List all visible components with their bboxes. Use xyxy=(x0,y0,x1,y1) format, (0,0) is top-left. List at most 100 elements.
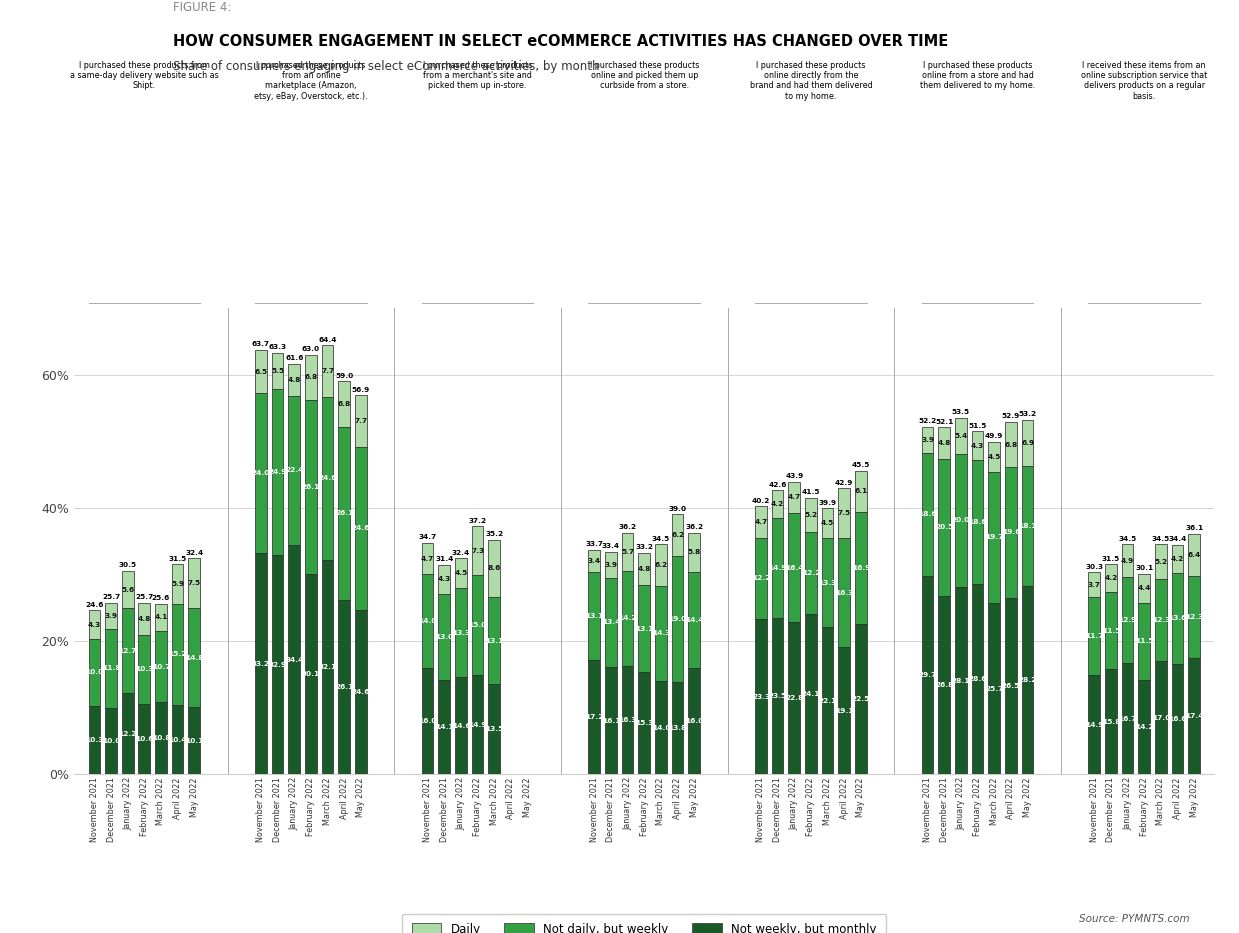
Bar xyxy=(839,538,850,648)
Text: 5.5: 5.5 xyxy=(271,368,284,374)
Bar xyxy=(589,660,600,774)
Text: 22.4: 22.4 xyxy=(285,467,304,474)
Text: 3.7: 3.7 xyxy=(1088,582,1100,588)
Text: 26.8: 26.8 xyxy=(935,682,954,689)
Text: 49.9: 49.9 xyxy=(985,433,1004,439)
Text: 37.2: 37.2 xyxy=(468,518,487,523)
Bar xyxy=(772,618,783,774)
Text: 24.6: 24.6 xyxy=(318,476,337,481)
Bar xyxy=(488,540,501,597)
Text: 24.9: 24.9 xyxy=(269,469,287,475)
Text: 13.5: 13.5 xyxy=(486,727,503,732)
Bar xyxy=(1005,422,1017,467)
Bar xyxy=(689,533,700,572)
Bar xyxy=(1172,663,1183,774)
Text: 16.0: 16.0 xyxy=(419,718,437,724)
Bar xyxy=(672,682,684,774)
Text: I purchased these products
from an online
marketplace (Amazon,
etsy, eBay, Overs: I purchased these products from an onlin… xyxy=(254,61,368,101)
Bar xyxy=(356,396,367,447)
Text: 36.2: 36.2 xyxy=(685,524,704,531)
Bar xyxy=(255,393,266,553)
Text: 12.3: 12.3 xyxy=(1152,617,1170,623)
Bar xyxy=(155,703,167,774)
Text: 26.1: 26.1 xyxy=(302,484,320,490)
Bar xyxy=(1121,663,1134,774)
Text: 4.9: 4.9 xyxy=(1121,558,1134,564)
Text: 26.5: 26.5 xyxy=(1002,683,1020,689)
Text: 59.0: 59.0 xyxy=(336,372,353,379)
Bar xyxy=(139,703,150,774)
Text: 32.1: 32.1 xyxy=(318,664,337,671)
Bar xyxy=(622,533,633,571)
Text: 17.0: 17.0 xyxy=(1152,715,1170,721)
Text: 4.5: 4.5 xyxy=(987,453,1001,460)
Text: 30.1: 30.1 xyxy=(1135,565,1154,571)
Bar xyxy=(855,624,867,774)
Text: 14.1: 14.1 xyxy=(435,724,453,731)
Text: 10.6: 10.6 xyxy=(135,736,154,742)
Bar xyxy=(971,431,984,460)
Text: 12.9: 12.9 xyxy=(1119,617,1136,623)
Legend: Daily, Not daily, but weekly, Not weekly, but monthly: Daily, Not daily, but weekly, Not weekly… xyxy=(403,913,886,933)
Bar xyxy=(188,707,201,774)
Text: 26.1: 26.1 xyxy=(335,510,353,517)
Text: 31.4: 31.4 xyxy=(435,556,453,563)
Bar xyxy=(188,559,201,608)
Bar xyxy=(672,556,684,682)
Bar xyxy=(622,666,633,774)
Bar xyxy=(605,667,617,774)
Bar xyxy=(821,627,834,774)
Text: 4.2: 4.2 xyxy=(1171,556,1184,563)
Text: 4.2: 4.2 xyxy=(1104,576,1118,581)
Bar xyxy=(271,389,284,555)
Bar xyxy=(672,514,684,556)
Bar xyxy=(855,471,867,512)
Text: 15.8: 15.8 xyxy=(1101,718,1120,725)
Bar xyxy=(788,481,800,513)
Bar xyxy=(105,603,116,629)
Text: 8.6: 8.6 xyxy=(488,565,501,572)
Text: 23.5: 23.5 xyxy=(768,693,787,699)
Text: 33.7: 33.7 xyxy=(585,541,603,547)
Text: 16.4: 16.4 xyxy=(786,564,804,571)
Bar xyxy=(1155,545,1167,579)
Bar xyxy=(1188,577,1201,659)
Text: 20.0: 20.0 xyxy=(952,518,970,523)
Bar xyxy=(938,596,950,774)
Bar xyxy=(605,551,617,578)
Text: 12.2: 12.2 xyxy=(752,576,771,581)
Bar xyxy=(1022,587,1033,774)
Text: 14.3: 14.3 xyxy=(652,631,670,636)
Text: 31.5: 31.5 xyxy=(1101,556,1120,562)
Bar xyxy=(1005,598,1017,774)
Text: 14.0: 14.0 xyxy=(419,618,437,624)
Text: 61.6: 61.6 xyxy=(285,355,304,361)
Bar xyxy=(421,543,434,575)
Text: 24.6: 24.6 xyxy=(352,689,370,695)
Text: 23.3: 23.3 xyxy=(752,694,769,700)
Bar xyxy=(121,608,134,693)
Bar xyxy=(322,561,333,774)
Bar xyxy=(655,681,667,774)
Text: 4.7: 4.7 xyxy=(788,494,800,500)
Bar xyxy=(955,587,966,774)
Bar xyxy=(1188,659,1201,774)
Bar xyxy=(1088,597,1100,675)
Bar xyxy=(1139,603,1150,680)
Text: 16.1: 16.1 xyxy=(602,717,621,724)
Bar xyxy=(121,693,134,774)
Text: 43.9: 43.9 xyxy=(786,473,803,480)
Text: 22.1: 22.1 xyxy=(819,698,836,703)
Text: 33.2: 33.2 xyxy=(252,661,270,667)
Text: 13.8: 13.8 xyxy=(668,725,686,731)
Text: 13.1: 13.1 xyxy=(585,613,603,620)
Text: 19.7: 19.7 xyxy=(985,535,1004,540)
Text: 10.0: 10.0 xyxy=(102,738,120,745)
Text: 52.1: 52.1 xyxy=(935,419,954,425)
Bar xyxy=(255,553,266,774)
Bar xyxy=(1172,545,1183,573)
Text: 40.2: 40.2 xyxy=(752,498,771,504)
Text: 5.2: 5.2 xyxy=(1155,559,1167,564)
Text: 7.3: 7.3 xyxy=(471,548,484,554)
Bar xyxy=(439,680,450,774)
